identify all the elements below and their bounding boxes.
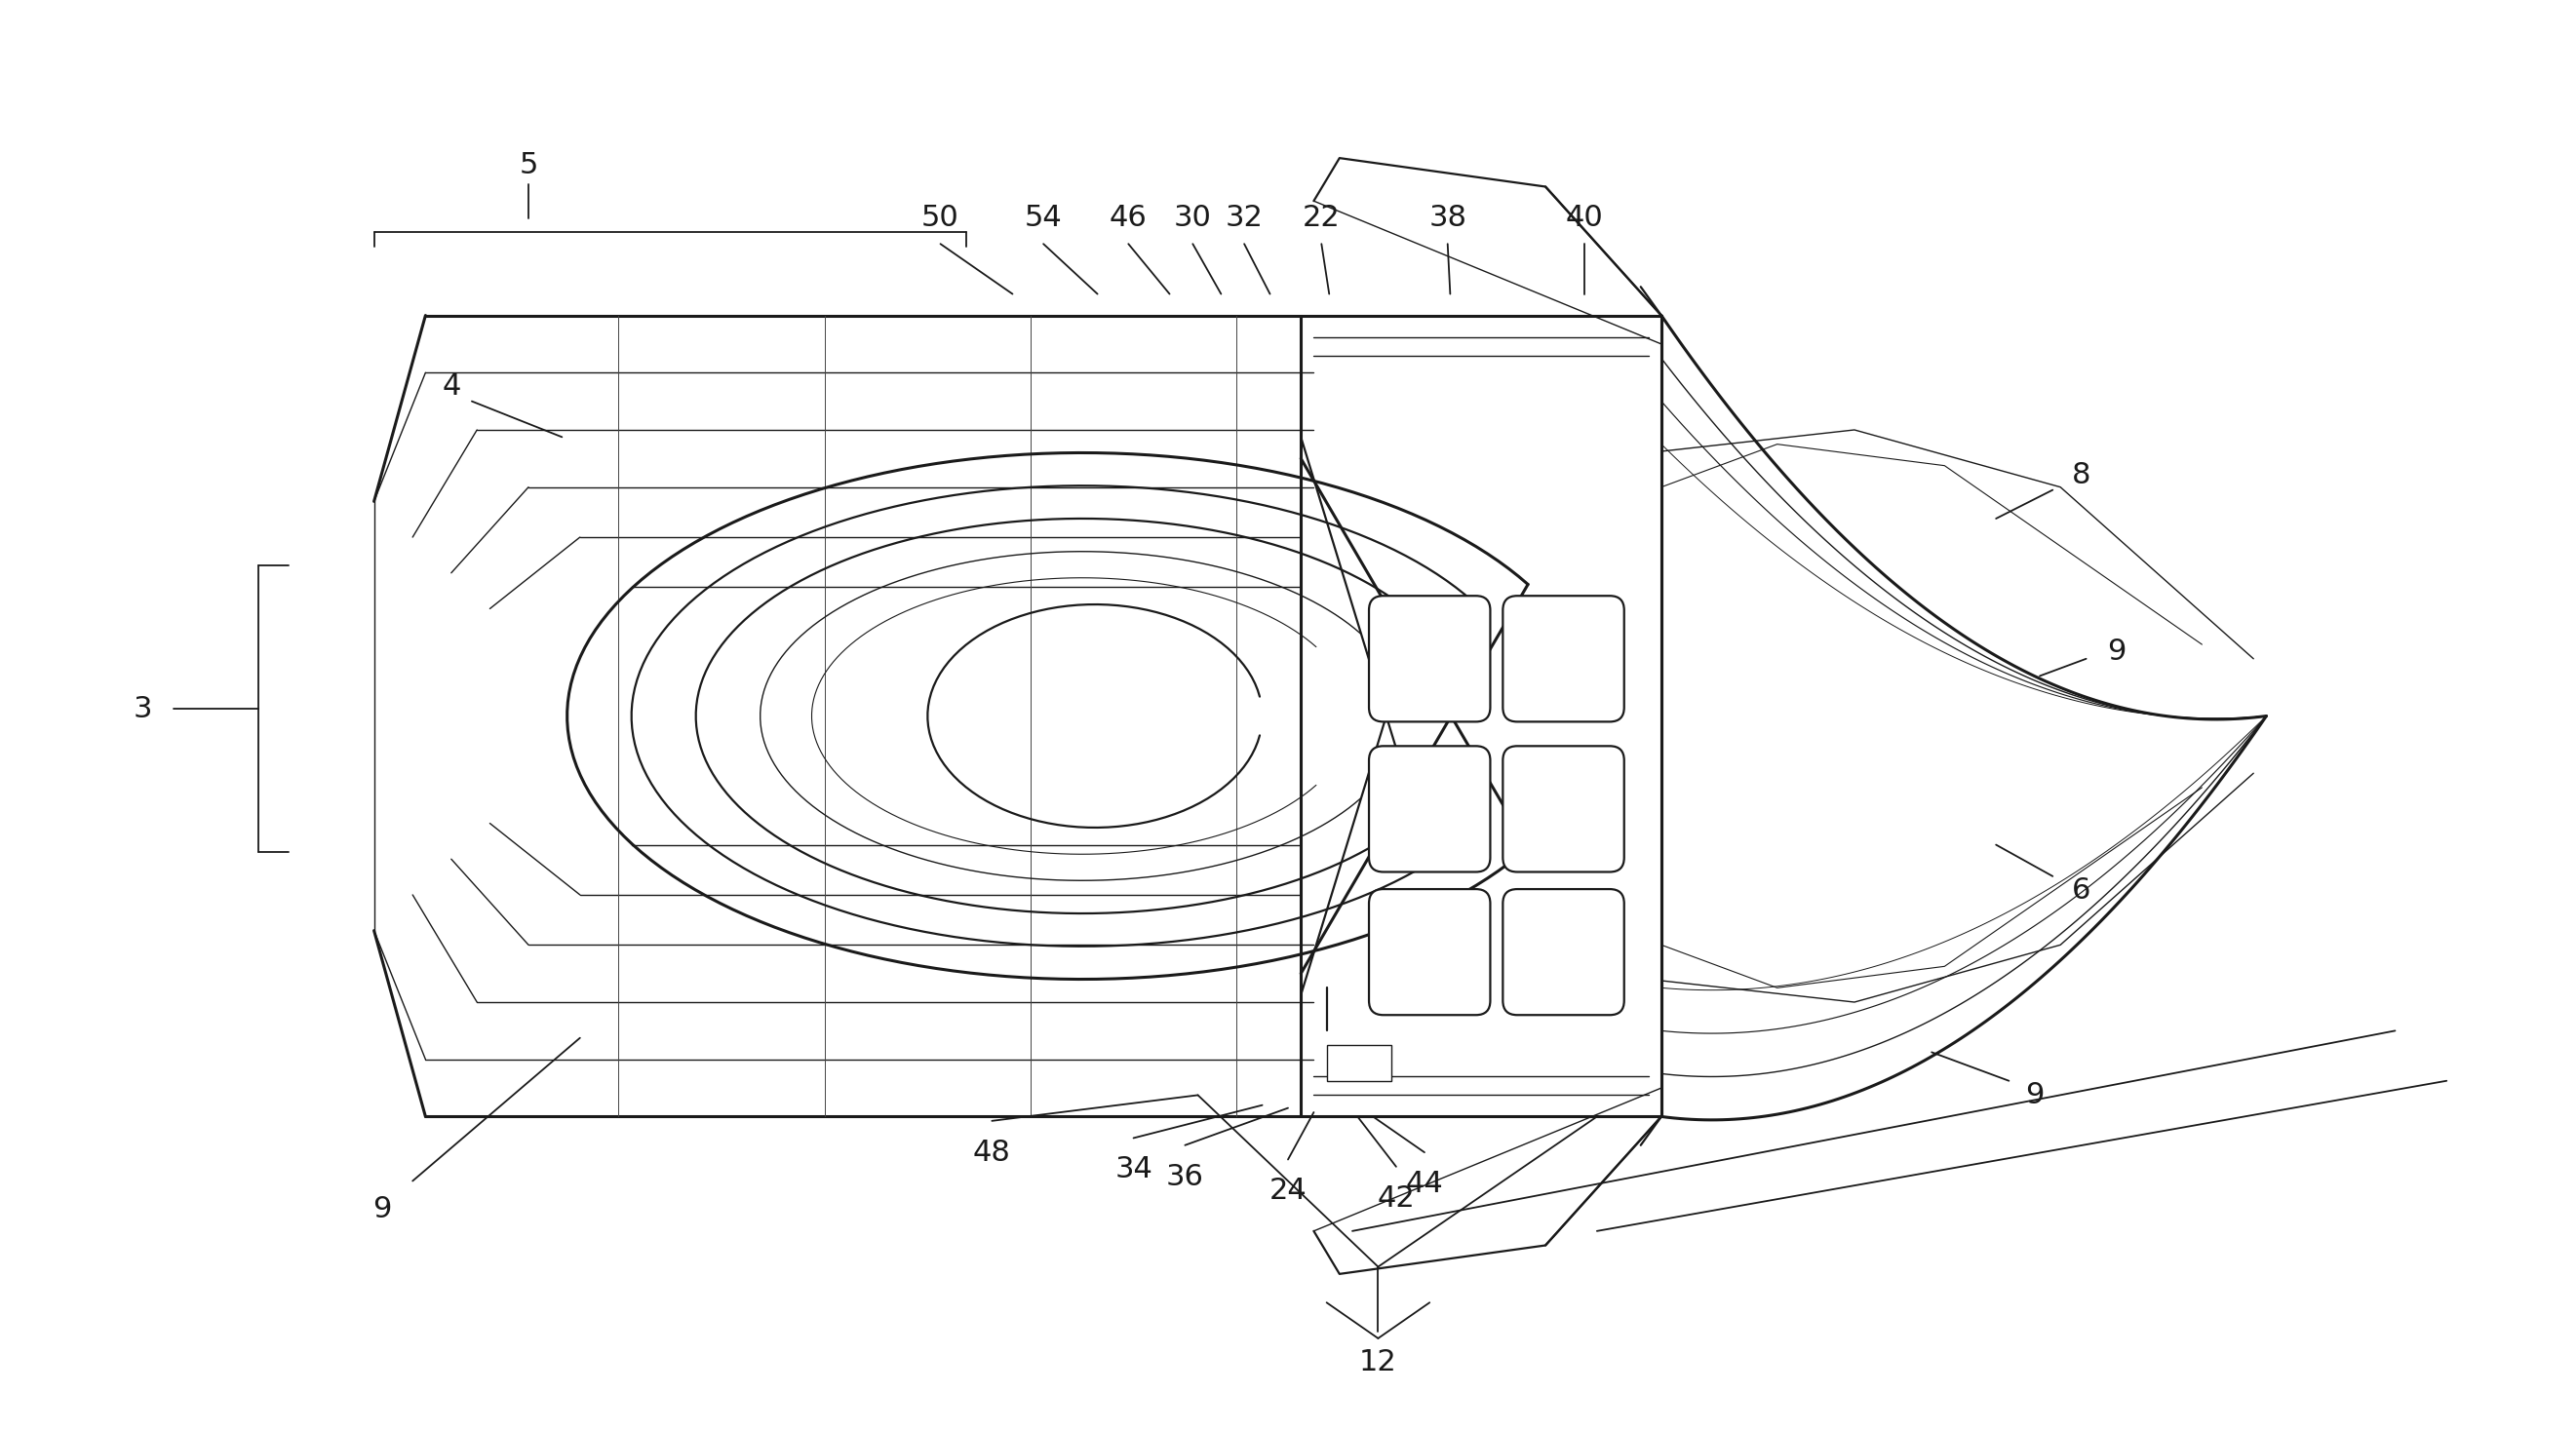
Text: 6: 6: [2071, 876, 2092, 905]
Text: 34: 34: [1115, 1156, 1151, 1184]
Text: 30: 30: [1175, 203, 1211, 232]
FancyBboxPatch shape: [1368, 746, 1492, 872]
Text: 48: 48: [974, 1138, 1010, 1167]
Text: 36: 36: [1167, 1163, 1203, 1191]
FancyBboxPatch shape: [1502, 746, 1623, 872]
Text: 8: 8: [2071, 461, 2092, 490]
Text: 9: 9: [2107, 637, 2125, 666]
FancyBboxPatch shape: [1368, 889, 1492, 1015]
Text: 24: 24: [1270, 1177, 1306, 1206]
FancyBboxPatch shape: [1502, 889, 1623, 1015]
Text: 54: 54: [1025, 203, 1061, 232]
Text: 44: 44: [1406, 1170, 1443, 1199]
Text: 22: 22: [1303, 203, 1340, 232]
Text: 38: 38: [1430, 203, 1466, 232]
Text: 4: 4: [443, 372, 461, 401]
Text: 3: 3: [134, 695, 152, 723]
Text: 32: 32: [1226, 203, 1262, 232]
Text: 42: 42: [1378, 1184, 1414, 1213]
Text: 9: 9: [2025, 1081, 2045, 1110]
Text: 12: 12: [1360, 1349, 1396, 1376]
Text: 40: 40: [1566, 203, 1602, 232]
Text: 9: 9: [374, 1196, 392, 1224]
Text: 5: 5: [518, 150, 538, 179]
Text: 50: 50: [922, 203, 958, 232]
FancyBboxPatch shape: [1502, 596, 1623, 722]
FancyBboxPatch shape: [1368, 596, 1492, 722]
Text: 46: 46: [1110, 203, 1146, 232]
Bar: [1327, 1045, 1391, 1081]
